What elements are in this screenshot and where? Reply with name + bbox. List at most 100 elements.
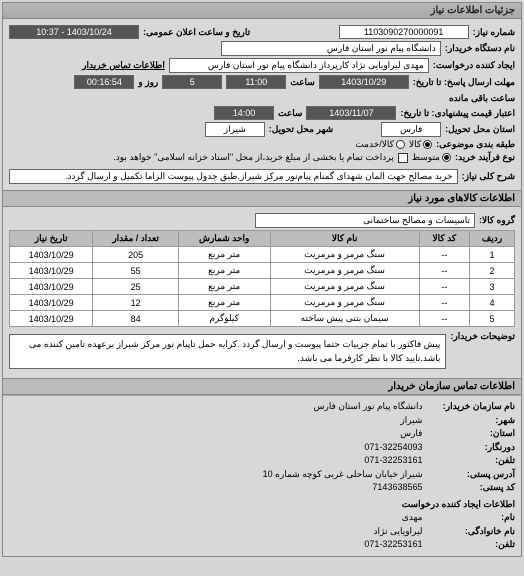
table-cell: 1403/10/29 xyxy=(10,311,93,327)
table-cell: 5 xyxy=(470,311,515,327)
table-cell: سنگ مرمر و مرمریت xyxy=(270,263,419,279)
state-label: استان محل تحویل: xyxy=(445,124,515,135)
table-cell: -- xyxy=(419,295,469,311)
contact-state-value: فارس xyxy=(400,428,422,438)
contact-city-label: شهر: xyxy=(425,414,515,428)
table-cell: 55 xyxy=(93,263,179,279)
budget-kala-text: کالا xyxy=(409,139,421,150)
table-cell: 3 xyxy=(470,279,515,295)
process-medium-text: متوسط xyxy=(412,152,440,163)
table-cell: -- xyxy=(419,311,469,327)
table-cell: -- xyxy=(419,279,469,295)
announce-label: تاریخ و ساعت اعلان عمومی: xyxy=(143,27,250,38)
phone-value: 071-32253161 xyxy=(364,455,422,465)
budget-label: طبقه بندی موضوعی: xyxy=(436,139,515,150)
table-row: 4--سنگ مرمر و مرمریتمتر مربع121403/10/29 xyxy=(10,295,515,311)
process-checkbox[interactable] xyxy=(398,153,408,163)
table-cell: 4 xyxy=(470,295,515,311)
phone-label: تلفن: xyxy=(425,454,515,468)
table-cell: سیمان بتنی پیش ساخته xyxy=(270,311,419,327)
table-cell: 1403/10/29 xyxy=(10,263,93,279)
postal-label: آدرس پستی: xyxy=(425,468,515,482)
tel-label: تلفن: xyxy=(425,538,515,552)
goods-section-title: اطلاعات کالاهای مورد نیاز xyxy=(3,190,521,207)
table-cell: متر مربع xyxy=(178,279,270,295)
postal-value: شیراز خیابان ساحلی غربی کوچه شماره 10 xyxy=(263,469,423,479)
notes-label: توضیحات خریدار: xyxy=(450,331,515,342)
table-cell: -- xyxy=(419,263,469,279)
creator-title: اطلاعات ایجاد کننده درخواست xyxy=(9,498,515,512)
send-deadline-date: 1403/10/29 xyxy=(319,75,409,89)
table-cell: -- xyxy=(419,247,469,263)
table-cell: متر مربع xyxy=(178,263,270,279)
time-label-2: ساعت xyxy=(278,108,303,119)
budget-radio-payment[interactable]: کالا/خدمت xyxy=(355,139,405,150)
col-row: ردیف xyxy=(470,231,515,247)
remain-time: 00:16:54 xyxy=(74,75,134,89)
tel-value: 071-32253161 xyxy=(364,539,422,549)
number-label: شماره نیاز: xyxy=(473,27,515,38)
name-label: نام: xyxy=(425,511,515,525)
remain-lbl2: ساعت باقی مانده xyxy=(449,93,515,104)
table-cell: 84 xyxy=(93,311,179,327)
table-cell: 1403/10/29 xyxy=(10,247,93,263)
table-cell: متر مربع xyxy=(178,295,270,311)
buyer-value: دانشگاه پیام نور استان فارس xyxy=(221,41,441,56)
org-value: دانشگاه پیام نور استان فارس xyxy=(313,401,422,411)
table-cell: 25 xyxy=(93,279,179,295)
group-value: تاسیسات و مصالح ساختمانی xyxy=(255,213,475,228)
notes-value: پیش فاکتور با تمام جزییات حتما پیوست و ا… xyxy=(9,334,446,369)
announce-value: 1403/10/24 - 10:37 xyxy=(9,25,139,39)
table-cell: سنگ مرمر و مرمریت xyxy=(270,247,419,263)
table-row: 1--سنگ مرمر و مرمریتمتر مربع2051403/10/2… xyxy=(10,247,515,263)
table-cell: سنگ مرمر و مرمریت xyxy=(270,295,419,311)
table-row: 5--سیمان بتنی پیش ساختهکیلوگرم841403/10/… xyxy=(10,311,515,327)
buyer-label: نام دستگاه خریدار: xyxy=(445,43,515,54)
fax-value: 071-32254093 xyxy=(364,442,422,452)
family-value: لیراویایی نژاد xyxy=(373,526,422,536)
postcode-label: کد پستی: xyxy=(425,481,515,495)
quote-valid-date: 1403/11/07 xyxy=(306,106,396,120)
budget-radio-kala[interactable]: کالا xyxy=(409,139,432,150)
org-label: نام سازمان خریدار: xyxy=(425,400,515,414)
send-deadline-label: مهلت ارسال پاسخ: تا تاریخ: xyxy=(413,77,515,88)
requester-label: ایجاد کننده درخواست: xyxy=(433,60,515,71)
buyer-contact-link[interactable]: اطلاعات تماس خریدار xyxy=(82,60,165,71)
state-value: فارس xyxy=(381,122,441,137)
group-label: گروه کالا: xyxy=(479,215,515,226)
col-date: تاریخ نیاز xyxy=(10,231,93,247)
contact-city-value: شیراز xyxy=(400,415,422,425)
table-cell: 2 xyxy=(470,263,515,279)
panel-title: جزئیات اطلاعات نیاز xyxy=(3,3,521,19)
table-row: 3--سنگ مرمر و مرمریتمتر مربع251403/10/29 xyxy=(10,279,515,295)
requester-value: مهدی لیراویایی نژاد کارپرداز دانشگاه پیا… xyxy=(169,58,429,73)
table-cell: 1 xyxy=(470,247,515,263)
col-name: نام کالا xyxy=(270,231,419,247)
quote-valid-label: اعتبار قیمت پیشنهادی: تا تاریخ: xyxy=(400,108,515,119)
city-label: شهر محل تحویل: xyxy=(269,124,333,135)
postcode-value: 7143638565 xyxy=(372,482,422,492)
process-high-text: پرداخت تمام یا بخشی از مبلغ خرید،از محل … xyxy=(113,152,393,163)
col-code: کد کالا xyxy=(419,231,469,247)
contact-section-title: اطلاعات تماس سازمان خریدار xyxy=(3,378,521,395)
time-label-1: ساعت xyxy=(290,77,315,88)
family-label: نام خانوادگی: xyxy=(425,525,515,539)
process-label: نوع فرآیند خرید: xyxy=(455,152,515,163)
table-cell: 1403/10/29 xyxy=(10,295,93,311)
col-qty: تعداد / مقدار xyxy=(93,231,179,247)
table-cell: 12 xyxy=(93,295,179,311)
table-cell: 1403/10/29 xyxy=(10,279,93,295)
number-value: 1103090270000091 xyxy=(339,25,469,39)
process-radio-medium[interactable]: متوسط xyxy=(412,152,451,163)
table-cell: 205 xyxy=(93,247,179,263)
goods-table: ردیف کد کالا نام کالا واحد شمارش تعداد /… xyxy=(9,230,515,327)
summary-label: شرح کلی نیاز: xyxy=(462,171,515,182)
col-unit: واحد شمارش xyxy=(178,231,270,247)
send-deadline-time: 11:00 xyxy=(226,75,286,89)
remain-days: 5 xyxy=(162,75,222,89)
table-cell: متر مربع xyxy=(178,247,270,263)
table-cell: سنگ مرمر و مرمریت xyxy=(270,279,419,295)
table-cell: کیلوگرم xyxy=(178,311,270,327)
table-row: 2--سنگ مرمر و مرمریتمتر مربع551403/10/29 xyxy=(10,263,515,279)
summary-value: خرید مصالح جهت المان شهدای گمنام پیام‌نو… xyxy=(9,169,458,184)
